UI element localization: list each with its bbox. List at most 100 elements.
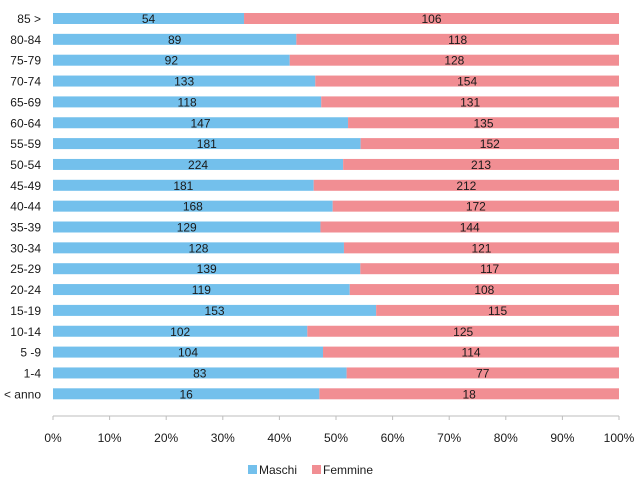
data-label-maschi: 102	[170, 325, 190, 339]
bar-maschi	[53, 117, 349, 129]
category-label: 85 >	[17, 12, 41, 26]
bar-maschi	[53, 75, 316, 87]
data-label-femmine: 18	[462, 387, 476, 401]
data-label-maschi: 119	[192, 283, 211, 297]
bar-maschi	[53, 284, 350, 296]
x-tick-label: 90%	[550, 431, 574, 445]
legend-swatch-maschi	[248, 465, 257, 474]
bar-femmine	[332, 200, 619, 212]
data-label-maschi: 168	[183, 200, 203, 214]
bar-femmine	[321, 96, 619, 108]
bar-maschi	[53, 54, 290, 66]
bar-femmine	[343, 158, 619, 170]
bar-femmine	[320, 221, 619, 233]
bar-maschi	[53, 33, 297, 45]
bar-femmine	[289, 54, 619, 66]
bar-femmine	[349, 284, 619, 296]
data-label-femmine: 115	[488, 304, 507, 318]
bar-femmine	[319, 388, 619, 400]
category-label: 35-39	[10, 221, 41, 235]
x-tick-label: 20%	[154, 431, 178, 445]
data-label-maschi: 133	[174, 75, 194, 89]
category-label: 30-34	[10, 241, 41, 255]
data-label-maschi: 129	[177, 221, 197, 235]
x-tick-label: 80%	[494, 431, 518, 445]
data-label-femmine: 212	[456, 179, 476, 193]
x-axis-ticks: 0% 10% 20% 30% 40% 50% 60% 70% 80% 90% 100%	[44, 416, 635, 445]
bar-femmine	[313, 179, 619, 191]
data-label-maschi: 89	[168, 33, 182, 47]
data-label-femmine: 114	[461, 346, 480, 360]
category-label: 50-54	[10, 158, 41, 172]
bar-femmine	[244, 13, 619, 24]
legend-label-maschi: Maschi	[259, 463, 297, 477]
data-label-femmine: 144	[460, 221, 480, 235]
category-label: 45-49	[10, 179, 41, 193]
data-label-maschi: 139	[197, 262, 217, 276]
bar-femmine	[360, 263, 619, 275]
data-label-femmine: 108	[474, 283, 494, 297]
data-label-maschi: 118	[178, 95, 197, 109]
category-label: 80-84	[10, 33, 41, 47]
category-label: < anno	[4, 387, 41, 401]
x-tick-label: 60%	[381, 431, 405, 445]
category-label: 25-29	[10, 262, 41, 276]
data-label-maschi: 224	[188, 158, 208, 172]
bar-femmine	[307, 325, 619, 337]
category-label: 1-4	[24, 366, 42, 380]
bar-maschi	[53, 367, 347, 379]
bar-maschi	[53, 325, 308, 337]
x-tick-label: 50%	[324, 431, 348, 445]
bar-femmine	[343, 242, 619, 254]
data-label-maschi: 128	[188, 241, 208, 255]
bar-maschi	[53, 200, 333, 212]
data-label-maschi: 54	[142, 12, 156, 26]
bar-maschi	[53, 304, 377, 316]
bar-maschi	[53, 242, 344, 254]
category-label: 40-44	[10, 200, 41, 214]
legend-label-femmine: Femmine	[323, 463, 373, 477]
data-label-femmine: 213	[471, 158, 491, 172]
category-label: 10-14	[10, 325, 41, 339]
x-tick-label: 30%	[211, 431, 235, 445]
bar-maschi	[53, 96, 322, 108]
bar-femmine	[323, 346, 619, 358]
category-labels: 85 > 80-84 75-79 70-74 65-69 60-64 55-59 50-54 4…	[4, 12, 41, 401]
data-label-femmine: 118	[448, 33, 467, 47]
data-label-femmine: 121	[471, 241, 491, 255]
data-label-femmine: 117	[480, 262, 499, 276]
data-label-maschi: 16	[179, 387, 193, 401]
data-label-femmine: 135	[474, 116, 494, 130]
x-tick-label: 10%	[98, 431, 122, 445]
bar-femmine	[376, 304, 619, 316]
bar-maschi	[53, 138, 361, 150]
data-label-femmine: 154	[457, 75, 477, 89]
category-label: 70-74	[10, 75, 41, 89]
bar-maschi	[53, 179, 314, 191]
legend: Maschi Femmine	[248, 463, 373, 477]
data-label-maschi: 104	[178, 346, 198, 360]
x-tick-label: 0%	[44, 431, 62, 445]
x-tick-label: 70%	[437, 431, 461, 445]
bar-maschi	[53, 158, 344, 170]
data-label-femmine: 125	[453, 325, 473, 339]
x-tick-label: 100%	[604, 431, 635, 445]
data-label-maschi: 181	[173, 179, 193, 193]
x-tick-label: 40%	[267, 431, 291, 445]
category-label: 75-79	[10, 54, 41, 68]
data-label-maschi: 83	[193, 366, 207, 380]
data-label-maschi: 153	[205, 304, 225, 318]
category-label: 60-64	[10, 116, 41, 130]
data-label-femmine: 152	[480, 137, 500, 151]
category-label: 20-24	[10, 283, 41, 297]
data-label-femmine: 128	[444, 54, 464, 68]
data-label-femmine: 106	[421, 12, 441, 26]
bar-maschi	[53, 388, 320, 400]
data-label-femmine: 77	[476, 366, 490, 380]
bar-femmine	[315, 75, 619, 87]
data-label-maschi: 147	[191, 116, 211, 130]
bar-femmine	[360, 138, 619, 150]
data-label-maschi: 181	[197, 137, 217, 151]
